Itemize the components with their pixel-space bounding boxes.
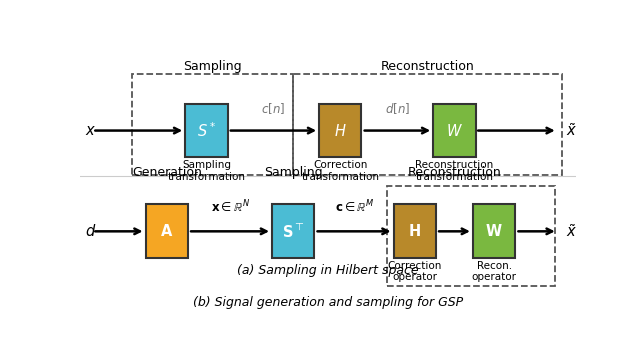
Text: Reconstruction: Reconstruction — [380, 60, 474, 73]
Text: Sampling: Sampling — [184, 60, 243, 73]
FancyBboxPatch shape — [186, 104, 228, 157]
Text: $d$: $d$ — [85, 223, 96, 239]
Text: $\mathbf{x} \in \mathbb{R}^N$: $\mathbf{x} \in \mathbb{R}^N$ — [211, 199, 250, 215]
FancyBboxPatch shape — [394, 205, 436, 258]
Text: Correction
transformation: Correction transformation — [301, 160, 380, 182]
Text: $c[n]$: $c[n]$ — [261, 101, 285, 116]
FancyBboxPatch shape — [433, 104, 476, 157]
FancyBboxPatch shape — [146, 205, 188, 258]
Text: $\mathbf{W}$: $\mathbf{W}$ — [485, 223, 503, 239]
Text: Correction
operator: Correction operator — [388, 261, 442, 282]
Text: (a) Sampling in Hilbert space: (a) Sampling in Hilbert space — [237, 264, 419, 277]
Text: Recon.
operator: Recon. operator — [472, 261, 516, 282]
Text: (b) Signal generation and sampling for GSP: (b) Signal generation and sampling for G… — [193, 296, 463, 309]
Text: $W$: $W$ — [446, 122, 463, 139]
Text: $\tilde{x}$: $\tilde{x}$ — [566, 122, 577, 139]
Bar — [132, 74, 293, 175]
Text: $\mathbf{A}$: $\mathbf{A}$ — [160, 223, 173, 239]
Bar — [387, 186, 555, 287]
Text: Reconstruction: Reconstruction — [408, 166, 501, 179]
Bar — [293, 74, 562, 175]
FancyBboxPatch shape — [473, 205, 515, 258]
Text: $\mathbf{H}$: $\mathbf{H}$ — [408, 223, 421, 239]
Text: $\mathbf{c} \in \mathbb{R}^M$: $\mathbf{c} \in \mathbb{R}^M$ — [335, 199, 374, 215]
Text: $\tilde{x}$: $\tilde{x}$ — [566, 223, 577, 240]
Text: $x$: $x$ — [85, 123, 96, 138]
Text: Sampling
transformation: Sampling transformation — [168, 160, 246, 182]
Text: Reconstruction
transformation: Reconstruction transformation — [415, 160, 493, 182]
Text: Sampling: Sampling — [264, 166, 323, 179]
Text: Generation: Generation — [132, 166, 202, 179]
Text: $\mathbf{S}^{\top}$: $\mathbf{S}^{\top}$ — [282, 222, 305, 240]
FancyBboxPatch shape — [319, 104, 362, 157]
FancyBboxPatch shape — [272, 205, 314, 258]
Text: $d[n]$: $d[n]$ — [385, 101, 410, 116]
Text: $H$: $H$ — [334, 122, 347, 139]
Text: $S^*$: $S^*$ — [197, 121, 216, 140]
